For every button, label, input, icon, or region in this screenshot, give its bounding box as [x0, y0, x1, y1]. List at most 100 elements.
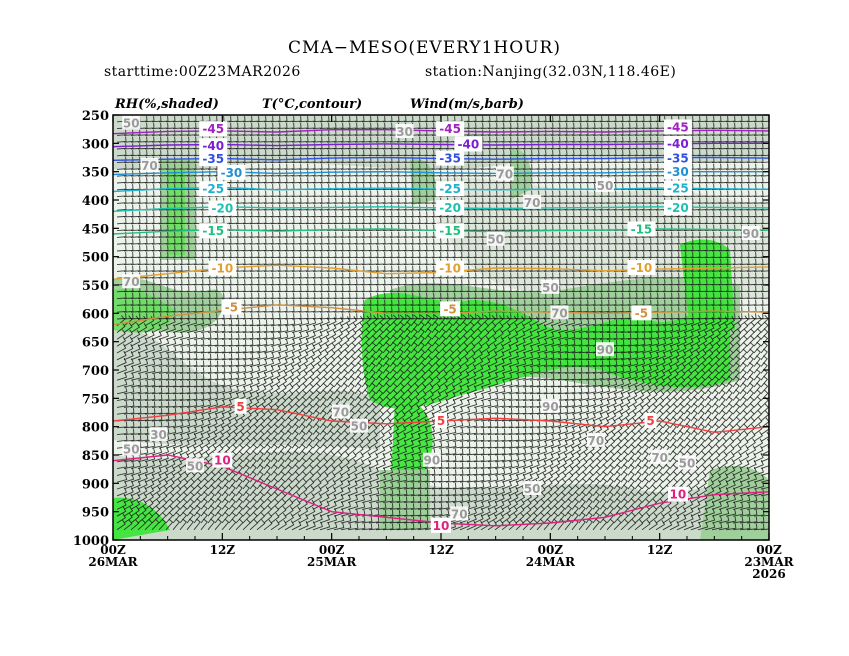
wind-barb	[312, 252, 323, 259]
wind-barb	[228, 122, 239, 130]
wind-barb	[116, 218, 127, 225]
wind-barb	[319, 197, 330, 204]
wind-barb	[557, 238, 568, 245]
wind-barb	[165, 252, 176, 259]
wind-barb	[396, 245, 407, 252]
wind-barb	[746, 163, 757, 170]
wind-barb	[480, 224, 491, 232]
wind-barb	[165, 231, 176, 238]
wind-barb	[564, 238, 575, 245]
wind-barb	[606, 122, 617, 130]
wind-barb	[116, 163, 127, 170]
wind-barb	[697, 156, 708, 164]
wind-barb	[382, 190, 393, 198]
wind-barb	[473, 245, 484, 252]
wind-barb	[277, 272, 288, 279]
wind-barb	[361, 116, 372, 123]
wind-barb	[725, 129, 736, 136]
wind-barb	[235, 272, 246, 279]
wind-barb	[494, 197, 505, 204]
wind-barb	[676, 258, 687, 266]
wind-barb	[599, 231, 610, 238]
wind-barb	[186, 150, 197, 157]
wind-barb	[431, 218, 442, 225]
wind-barb	[228, 238, 239, 245]
wind-barb	[725, 218, 736, 225]
wind-barb	[375, 150, 386, 157]
wind-barb	[403, 252, 414, 259]
wind-barb	[746, 177, 757, 184]
wind-barb	[179, 265, 190, 272]
wind-barb	[389, 197, 400, 204]
wind-barb	[543, 163, 554, 170]
wind-barb	[473, 150, 484, 157]
wind-barb	[704, 129, 715, 136]
wind-barb	[557, 211, 568, 218]
wind-barb	[753, 245, 764, 252]
wind-barb	[585, 218, 596, 225]
wind-barb	[263, 177, 274, 184]
wind-barb	[501, 218, 512, 225]
wind-barb	[550, 211, 561, 218]
wind-barb	[725, 150, 736, 157]
wind-barb	[305, 190, 316, 198]
wind-barb	[676, 252, 687, 259]
wind-barb	[676, 231, 687, 238]
wind-barb	[403, 238, 414, 245]
wind-barb	[256, 238, 267, 245]
wind-barb	[515, 177, 526, 184]
wind-barb	[487, 116, 498, 123]
wind-barb	[403, 218, 414, 225]
wind-barb	[543, 265, 554, 272]
wind-barb	[312, 238, 323, 245]
wind-barb	[207, 245, 218, 252]
wind-barb	[277, 238, 288, 245]
wind-barb	[200, 252, 211, 259]
wind-barb	[137, 122, 148, 130]
wind-barb	[361, 143, 372, 150]
wind-barb	[249, 122, 260, 130]
wind-barb	[263, 197, 274, 204]
wind-barb	[732, 143, 743, 150]
wind-barb	[158, 252, 169, 259]
wind-barb	[648, 231, 659, 238]
wind-barb	[270, 197, 281, 204]
wind-barb	[697, 265, 708, 272]
wind-barb	[627, 190, 638, 198]
wind-barb	[473, 272, 484, 279]
wind-barb	[641, 163, 652, 170]
wind-barb	[557, 231, 568, 238]
wind-barb	[130, 156, 141, 164]
wind-barb	[137, 252, 148, 259]
wind-barb	[697, 252, 708, 259]
wind-barb	[130, 197, 141, 204]
wind-barb	[557, 204, 568, 211]
wind-barb	[515, 122, 526, 130]
wind-barb	[641, 116, 652, 123]
wind-barb	[620, 204, 631, 211]
wind-barb	[116, 224, 127, 232]
wind-barb	[389, 177, 400, 184]
wind-barb	[305, 204, 316, 211]
wind-barb	[214, 252, 225, 259]
wind-barb	[172, 163, 183, 170]
wind-barb	[354, 177, 365, 184]
wind-barb	[501, 238, 512, 245]
wind-barb	[417, 231, 428, 238]
wind-barb	[620, 238, 631, 245]
wind-barb	[732, 252, 743, 259]
wind-barb	[263, 156, 274, 164]
wind-barb	[445, 245, 456, 252]
wind-barb	[340, 245, 351, 252]
wind-barb	[613, 258, 624, 266]
wind-barb	[319, 245, 330, 252]
wind-barb	[648, 122, 659, 130]
wind-barb	[361, 238, 372, 245]
wind-barb	[235, 231, 246, 238]
wind-barb	[123, 252, 134, 259]
wind-barb	[613, 238, 624, 245]
wind-barb	[319, 122, 330, 130]
wind-barb	[739, 245, 750, 252]
wind-barb	[200, 245, 211, 252]
wind-barb	[732, 150, 743, 157]
